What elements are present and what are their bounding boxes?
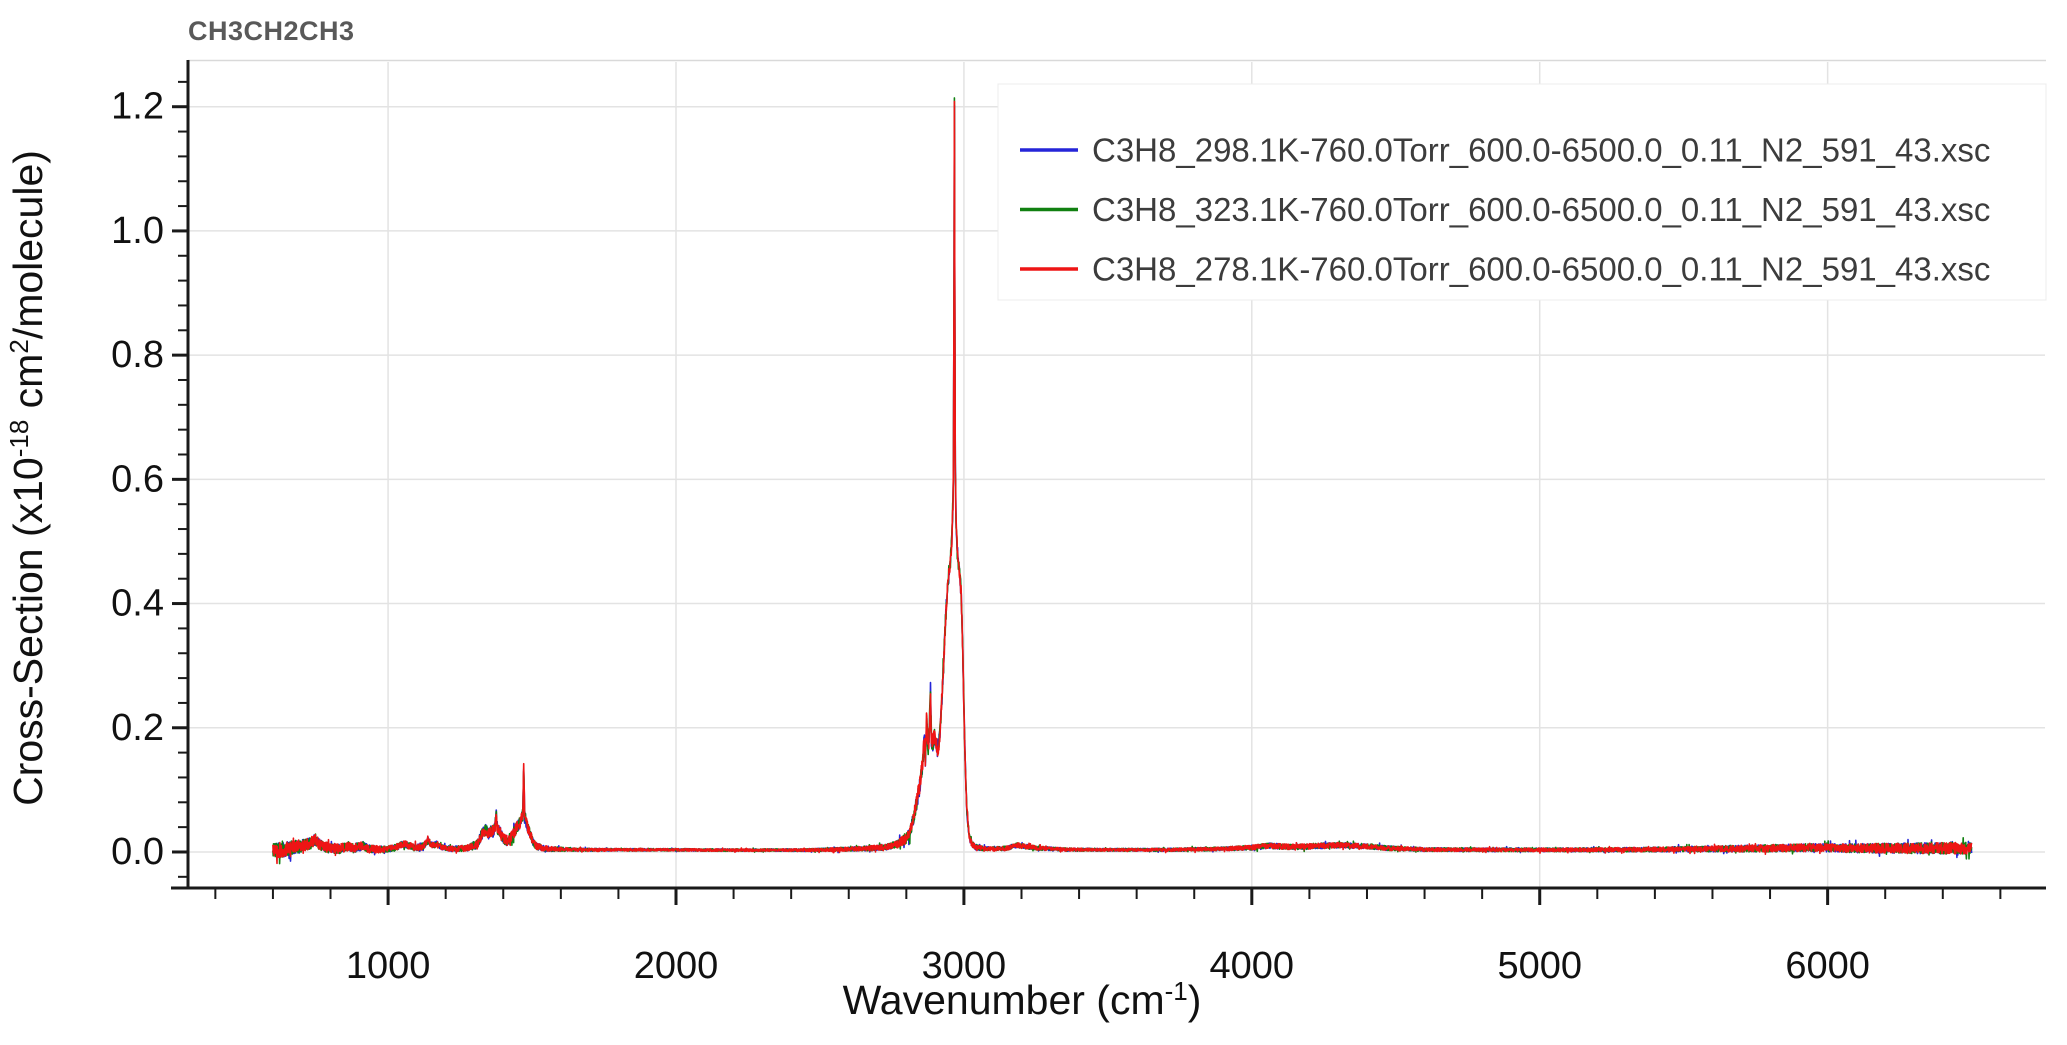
y-axis-label: Cross-Section (x10-18 cm2/molecule) [4, 150, 51, 806]
x-tick-label: 4000 [1210, 945, 1295, 987]
legend-label: C3H8_278.1K-760.0Torr_600.0-6500.0_0.11_… [1092, 251, 1990, 288]
legend-item: C3H8_298.1K-760.0Torr_600.0-6500.0_0.11_… [1020, 132, 1990, 169]
legend-box [997, 83, 2047, 301]
axes [171, 59, 2046, 890]
x-tick-label: 3000 [922, 945, 1007, 987]
x-tick-label: 6000 [1785, 945, 1870, 987]
legend-item: C3H8_278.1K-760.0Torr_600.0-6500.0_0.11_… [1020, 251, 1990, 288]
x-tick-label: 5000 [1497, 945, 1582, 987]
legend-item: C3H8_323.1K-760.0Torr_600.0-6500.0_0.11_… [1020, 191, 1990, 228]
y-tick-label: 1.2 [111, 86, 164, 128]
legend-label: C3H8_323.1K-760.0Torr_600.0-6500.0_0.11_… [1092, 191, 1990, 228]
y-tick-label: 0.0 [111, 831, 164, 873]
y-tick-label: 0.4 [111, 583, 164, 625]
ticks: 0.0 0.2 0.4 0.6 0.8 1.0 1.2 1000 2000 3000 4000 500… [111, 80, 2002, 987]
y-tick-label: 0.2 [111, 707, 164, 749]
chart-title: CH3CH2CH3 [188, 16, 355, 46]
x-axis-label: Wavenumber (cm-1) [843, 976, 1202, 1023]
x-tick-label: 1000 [346, 945, 431, 987]
y-tick-label: 0.8 [111, 334, 164, 376]
legend-label: C3H8_298.1K-760.0Torr_600.0-6500.0_0.11_… [1092, 132, 1990, 169]
series-line-3 [272, 100, 1973, 865]
x-tick-label: 2000 [634, 945, 719, 987]
y-tick-label: 1.0 [111, 210, 164, 252]
y-tick-label: 0.6 [111, 458, 164, 500]
legend: C3H8_298.1K-760.0Torr_600.0-6500.0_0.11_… [997, 83, 2047, 301]
series-lines [272, 97, 1973, 865]
